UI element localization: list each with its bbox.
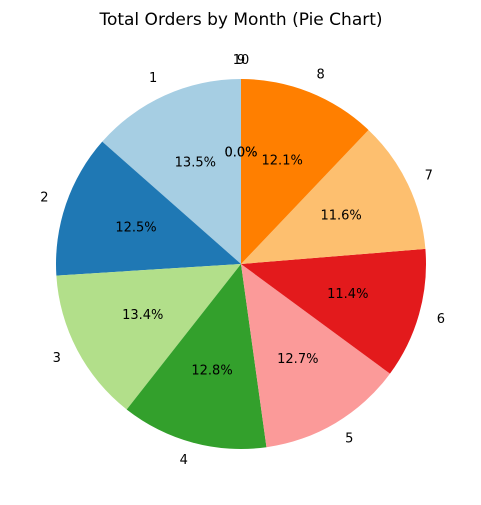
slice-percent-10: 0.0% [224, 146, 257, 161]
pie-slice-2 [55, 141, 241, 276]
slice-label-5: 5 [345, 431, 353, 446]
slice-percent-7: 11.6% [320, 209, 361, 224]
slice-percent-2: 12.5% [115, 221, 156, 236]
slice-label-2: 2 [40, 191, 48, 206]
slice-label-1: 1 [149, 71, 157, 86]
pie-slice-4 [126, 264, 267, 450]
slice-percent-3: 13.4% [122, 308, 163, 323]
pie-slice-7 [241, 129, 426, 264]
slice-label-10: 10 [233, 53, 250, 68]
slice-label-8: 8 [317, 68, 325, 83]
slice-percent-9: 0.0% [224, 146, 257, 161]
pie-percent-labels: 13.5% 12.5% 13.4% 12.8% 12.7% 11.4% 11.6% 12.1%… [115, 146, 368, 379]
slice-percent-5: 12.7% [277, 352, 318, 367]
pie-slices [55, 79, 426, 450]
slice-percent-1: 13.5% [175, 155, 216, 170]
pie-slice-6 [241, 248, 426, 374]
slice-label-3: 3 [53, 351, 61, 366]
pie-slice-8 [241, 79, 369, 264]
slice-percent-6: 11.4% [327, 287, 368, 302]
slice-label-7: 7 [425, 169, 433, 184]
chart-title: Total Orders by Month (Pie Chart) [98, 10, 382, 30]
slice-label-4: 4 [180, 453, 188, 468]
slice-percent-4: 12.8% [191, 364, 232, 379]
pie-slice-5 [241, 264, 390, 448]
slice-label-9: 9 [237, 53, 245, 68]
pie-slice-1 [102, 79, 241, 264]
slice-label-6: 6 [437, 312, 445, 327]
pie-slice-labels: 1 2 3 4 5 6 7 8 910 [40, 53, 445, 468]
pie-slice-3 [56, 264, 242, 410]
slice-percent-8: 12.1% [262, 153, 303, 168]
